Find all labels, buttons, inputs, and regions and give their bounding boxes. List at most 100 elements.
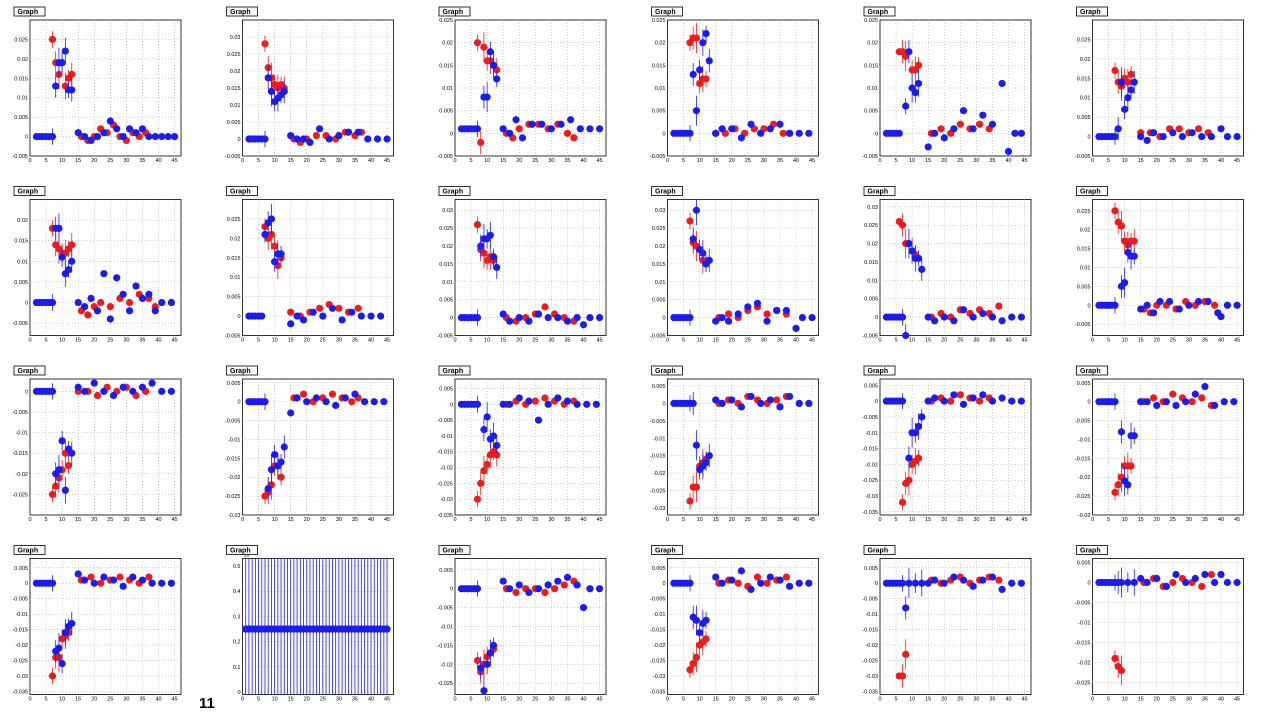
data-point <box>360 398 369 406</box>
data-point <box>1207 570 1215 579</box>
y-tick-label: -0.025 <box>12 492 28 498</box>
title-box <box>226 365 258 376</box>
x-tick-label: 20 <box>516 697 522 703</box>
data-point <box>335 132 343 140</box>
data-point <box>898 397 907 405</box>
y-tick-label: 0.4 <box>233 589 241 595</box>
data-point <box>261 230 269 239</box>
data-point <box>686 666 694 674</box>
data-point <box>595 314 604 322</box>
data-point <box>547 125 555 133</box>
y-tick-label: -0.01 <box>1078 621 1091 627</box>
data-point <box>167 298 175 307</box>
x-tick-label: 0 <box>666 517 669 523</box>
data-point <box>348 308 356 316</box>
y-tick-label: 0.02 <box>17 218 28 224</box>
y-tick-label: -0.015 <box>225 456 241 462</box>
x-tick-label: 5 <box>257 517 260 523</box>
graph-panel: 0 5 10 15 20 25 30 35 40 45 -0.025 -0.02 -0.015 -0.01… <box>1075 545 1244 703</box>
x-tick-label: 0 <box>241 517 244 523</box>
x-tick-label: 20 <box>516 517 522 523</box>
data-point <box>473 220 482 229</box>
y-tick-label: 0 <box>237 400 240 406</box>
x-tick-label: 0 <box>1091 697 1094 703</box>
x-tick-label: 10 <box>484 697 490 703</box>
data-point <box>940 579 948 587</box>
data-point <box>563 317 572 325</box>
data-point <box>592 400 600 408</box>
x-tick-label: 45 <box>1022 697 1028 703</box>
title-box <box>651 6 683 17</box>
data-point <box>68 86 76 94</box>
x-tick-label: 15 <box>500 158 506 164</box>
x-tick-label: 30 <box>123 338 129 344</box>
y-tick-label: 0.005 <box>227 381 241 387</box>
x-tick-label: 40 <box>155 158 161 164</box>
y-tick-label: 0 <box>25 389 28 395</box>
data-point <box>766 573 774 581</box>
y-tick-label: 0.005 <box>652 109 666 115</box>
y-tick-label: -0.025 <box>862 659 878 665</box>
graph-panel: 0 5 10 15 20 25 30 35 40 45-0.00500.0050.010.0150… <box>862 186 1032 344</box>
x-tick-label: 40 <box>368 697 374 703</box>
data-point <box>1172 570 1180 579</box>
x-tick-label: 35 <box>777 338 783 344</box>
data-point <box>724 310 733 318</box>
data-point <box>1175 125 1183 133</box>
x-tick-label: 40 <box>793 697 799 703</box>
data-point <box>1178 132 1187 141</box>
data-point <box>58 659 66 668</box>
y-tick-label: -0.005 <box>437 154 453 160</box>
data-point <box>261 398 269 406</box>
data-point <box>924 397 932 405</box>
data-point <box>267 466 276 474</box>
data-point <box>1111 488 1119 496</box>
graph-title: Graph <box>868 368 889 375</box>
x-tick-label: 45 <box>172 697 178 703</box>
y-tick-label: -0.01 <box>865 431 878 437</box>
data-point <box>335 304 343 312</box>
data-point <box>93 391 102 400</box>
data-point <box>373 135 382 143</box>
y-tick-label: 0.005 <box>439 568 453 574</box>
data-point <box>489 432 498 440</box>
data-point <box>1130 578 1138 587</box>
y-tick-label: 0.03 <box>442 208 453 214</box>
x-tick-label: 15 <box>925 158 931 164</box>
x-tick-label: 30 <box>973 517 979 523</box>
graph-title: Graph <box>868 9 889 16</box>
data-point <box>805 579 813 587</box>
x-tick-label: 25 <box>532 697 538 703</box>
data-point <box>541 588 549 597</box>
x-tick-label: 30 <box>1186 158 1192 164</box>
data-point <box>686 129 694 137</box>
data-point <box>766 396 774 404</box>
x-tick-label: 10 <box>909 338 915 344</box>
data-point <box>763 317 771 325</box>
data-point <box>988 573 997 581</box>
x-tick-label: 15 <box>288 517 294 523</box>
data-point <box>158 298 166 307</box>
x-tick-label: 25 <box>107 697 113 703</box>
data-point <box>87 294 95 303</box>
x-tick-label: 10 <box>484 338 490 344</box>
data-point <box>277 250 285 258</box>
data-point <box>325 135 333 143</box>
y-tick-label: -0.005 <box>862 597 878 603</box>
data-point <box>267 230 276 239</box>
x-tick-label: 10 <box>1122 158 1128 164</box>
y-tick-label: 0 <box>450 587 453 593</box>
data-point <box>902 102 910 110</box>
x-tick-label: 0 <box>878 517 881 523</box>
x-tick-label: 40 <box>368 517 374 523</box>
graph-title: Graph <box>655 189 676 196</box>
data-point <box>1111 207 1119 215</box>
data-point <box>898 313 907 321</box>
data-point <box>795 579 803 587</box>
data-point <box>924 313 932 321</box>
data-point <box>950 317 958 325</box>
x-tick-label: 35 <box>989 697 995 703</box>
x-tick-label: 0 <box>241 158 244 164</box>
graph-title: Graph <box>1080 368 1101 375</box>
y-tick-label: -0.02 <box>440 662 453 668</box>
